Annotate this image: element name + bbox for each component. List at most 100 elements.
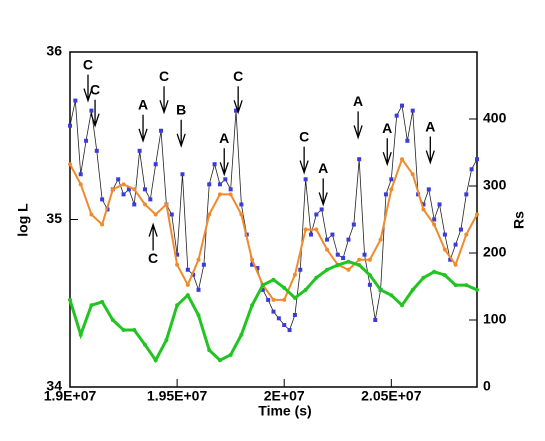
marker [410,287,415,292]
annotation-arrow [425,136,435,165]
marker [475,287,479,292]
marker [89,108,94,113]
marker [335,263,340,268]
y-axis-label: log L [15,203,31,237]
marker [169,212,174,217]
marker [271,309,276,314]
marker [217,192,222,197]
marker [121,192,126,197]
annotation: C [83,56,93,72]
marker [201,262,206,267]
marker [217,358,222,363]
marker [228,192,233,197]
marker [351,222,356,227]
marker [319,207,324,212]
marker [260,283,265,288]
marker [282,285,287,290]
marker [330,232,335,237]
marker [292,295,297,300]
marker [153,358,158,363]
marker [426,187,431,192]
marker [250,303,255,308]
marker [453,242,458,247]
marker [185,293,190,298]
annotation: C [90,81,100,97]
annotation: A [353,93,363,109]
marker [228,187,233,192]
marker [448,257,453,262]
marker [271,297,276,302]
marker [325,247,330,252]
marker [383,192,388,197]
annotation: A [425,118,435,134]
marker [453,262,458,267]
marker [185,267,190,272]
x-tick-label: 1.95E+07 [147,388,208,404]
marker [389,187,394,192]
marker [142,187,147,192]
marker [207,348,212,353]
marker [78,172,83,177]
marker [437,202,442,207]
marker [116,177,121,182]
annotation: A [382,120,392,136]
marker [442,273,447,278]
marker [175,252,180,257]
marker [100,197,105,202]
marker [303,287,308,292]
marker [142,202,147,207]
marker [239,212,244,217]
marker [400,157,405,162]
annotation: C [159,68,169,84]
annotation-arrow [353,111,363,140]
marker [292,272,297,277]
marker [464,192,469,197]
marker [373,318,378,322]
marker [362,252,367,257]
marker [89,303,94,308]
plot-frame [69,51,478,388]
marker [346,259,351,264]
marker [185,282,190,287]
marker [137,148,142,153]
marker [153,212,158,217]
annotation: C [299,128,309,144]
marker [196,257,201,262]
y-tick-label: 36 [46,43,62,59]
marker [298,267,303,272]
marker [126,187,131,192]
marker [175,303,180,308]
annotation-arrow [83,74,93,103]
marker [164,202,169,207]
marker [335,252,340,257]
annotation-arrow [176,119,186,148]
marker [196,313,201,318]
marker [421,207,426,212]
annotation: A [138,96,148,112]
marker [432,269,437,274]
marker [346,237,351,242]
annotation-arrow [148,222,158,251]
marker [341,256,346,261]
marker [250,257,255,262]
marker [453,283,458,288]
marker [121,328,126,333]
y2-tick-label: 0 [483,378,491,394]
marker [303,227,308,232]
annotation-arrow [159,86,169,115]
annotation-arrow [219,148,229,177]
marker [432,222,437,227]
annotation: B [176,102,186,118]
marker [132,187,137,192]
marker [100,222,105,227]
annotation-arrow [233,86,243,115]
annotation-arrow [90,99,100,128]
marker [217,182,222,187]
x-tick-label: 2E+07 [264,388,305,404]
marker [180,172,185,177]
marker [400,103,405,108]
marker [287,328,292,333]
marker [475,212,479,217]
marker [159,128,164,133]
marker [94,148,99,153]
